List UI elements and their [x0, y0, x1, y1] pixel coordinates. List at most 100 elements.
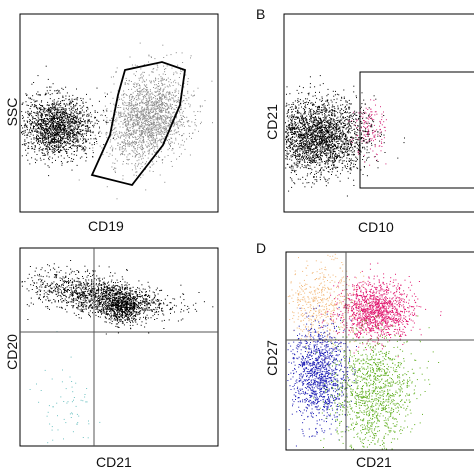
event-dot [76, 145, 78, 147]
event-dot [316, 164, 317, 166]
event-dot [169, 117, 171, 118]
event-dot [52, 144, 54, 146]
event-dot [302, 125, 303, 127]
event-dot [133, 174, 135, 176]
event-dot [310, 132, 312, 134]
event-dot [82, 114, 84, 116]
event-dot [317, 121, 319, 123]
event-dot [156, 137, 158, 139]
event-dot [111, 117, 113, 119]
event-dot [51, 107, 53, 109]
event-dot [177, 125, 179, 127]
event-dot [164, 114, 166, 116]
event-dot [72, 136, 74, 138]
event-dot [51, 134, 53, 136]
event-dot [53, 138, 55, 140]
event-dot [52, 117, 54, 119]
event-dot [40, 111, 42, 113]
event-dot [69, 100, 71, 102]
event-dot [48, 122, 50, 124]
event-dot [142, 116, 144, 118]
event-dot [146, 98, 148, 100]
event-dot [72, 132, 74, 134]
event-dot [175, 82, 177, 84]
event-dot [347, 166, 349, 167]
event-dot [170, 54, 172, 56]
event-dot [332, 152, 334, 154]
event-dot [346, 123, 348, 125]
event-dot [149, 100, 151, 102]
event-dot [39, 107, 41, 109]
event-dot [166, 79, 168, 81]
event-dot [140, 108, 142, 110]
event-dot [173, 108, 175, 110]
event-dot [125, 77, 127, 79]
event-dot [152, 123, 154, 125]
event-dot [24, 143, 25, 145]
event-dot [297, 151, 298, 153]
event-dot [131, 149, 133, 151]
event-dot [80, 145, 81, 147]
event-dot [162, 141, 164, 143]
event-dot [127, 163, 129, 165]
event-dot [148, 115, 150, 117]
event-dot [297, 149, 298, 151]
event-dot [287, 138, 289, 140]
event-dot [71, 148, 73, 150]
event-dot [77, 120, 79, 122]
event-dot [149, 144, 151, 146]
event-dot [136, 117, 138, 118]
event-dot [41, 113, 43, 115]
event-dot [64, 133, 65, 135]
event-dot [315, 91, 316, 93]
event-dot [325, 179, 327, 181]
event-dot [134, 149, 136, 151]
event-dot [40, 105, 42, 106]
event-dot [66, 133, 68, 135]
event-dot [71, 115, 73, 117]
event-dot [366, 157, 368, 159]
event-dot [157, 112, 159, 114]
event-dot [51, 126, 53, 128]
event-dot [350, 147, 351, 149]
event-dot [339, 137, 341, 138]
event-dot [147, 139, 149, 141]
event-dot [136, 65, 138, 67]
event-dot [78, 179, 80, 181]
event-dot [65, 123, 67, 125]
event-dot [350, 145, 352, 147]
event-dot [55, 146, 57, 148]
event-dot [161, 99, 163, 101]
event-dot [131, 142, 133, 144]
event-dot [41, 116, 43, 118]
event-dot [342, 142, 344, 144]
event-dot [324, 163, 326, 165]
event-dot [50, 140, 52, 142]
event-dot [75, 137, 77, 139]
event-dot [161, 101, 163, 103]
event-dot [42, 129, 44, 131]
event-dot [76, 115, 78, 117]
event-dot [103, 111, 105, 113]
event-dot [80, 121, 82, 122]
event-dot [153, 150, 154, 152]
event-dot [29, 120, 31, 121]
event-dot [332, 106, 334, 108]
event-dot [79, 105, 81, 107]
event-dot [31, 148, 33, 150]
event-dot [75, 121, 77, 123]
event-dot [130, 110, 132, 112]
event-dot [138, 96, 140, 98]
event-dot [308, 152, 309, 154]
event-dot [143, 88, 145, 90]
event-dot [169, 125, 171, 127]
event-dot [56, 129, 58, 131]
event-dot [125, 143, 126, 145]
event-dot [28, 131, 30, 133]
event-dot [139, 103, 140, 105]
event-dot [187, 121, 189, 123]
event-dot [121, 148, 123, 150]
event-dot [123, 141, 125, 143]
event-dot [328, 166, 330, 167]
event-dot [56, 92, 58, 94]
